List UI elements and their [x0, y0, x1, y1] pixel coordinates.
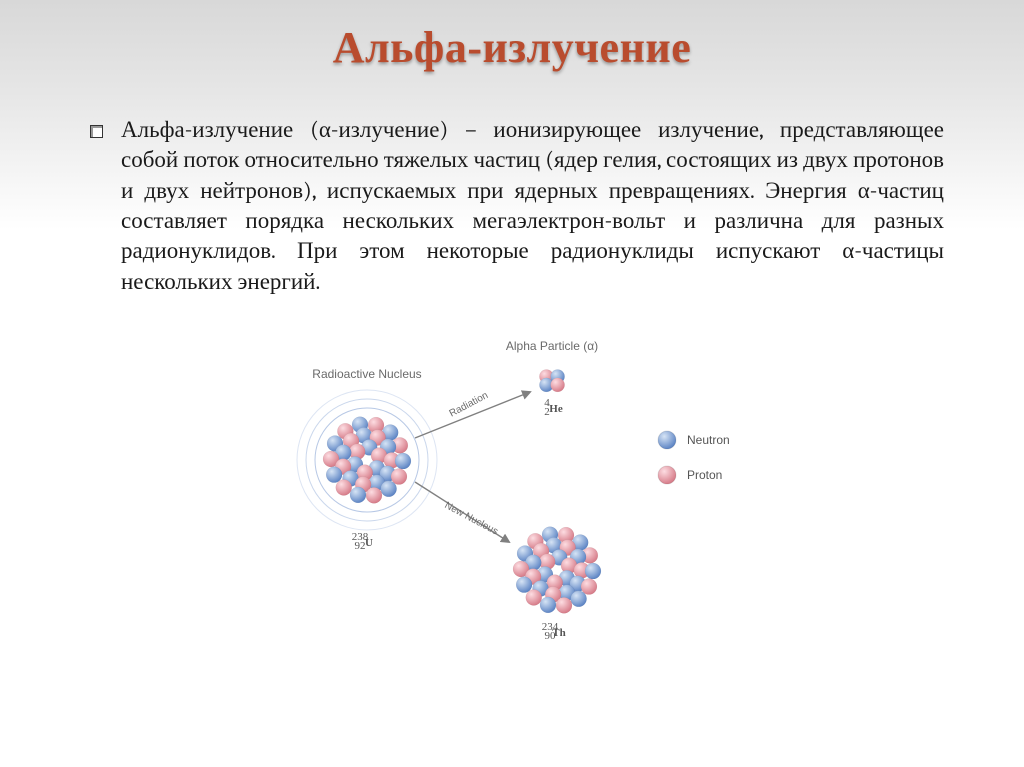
svg-text:Th: Th — [552, 627, 565, 639]
bullet-icon — [90, 125, 103, 138]
svg-text:Proton: Proton — [687, 468, 722, 482]
paragraph: Альфа-излучение (α-излучение) – ионизиру… — [121, 115, 944, 297]
slide-title: Альфа-излучение — [0, 0, 1024, 85]
svg-text:He: He — [549, 403, 563, 415]
svg-text:Alpha Particle (α): Alpha Particle (α) — [506, 339, 598, 353]
alpha-decay-figure: Radioactive NucleusAlpha Particle (α)Rad… — [252, 325, 772, 645]
svg-text:U: U — [365, 537, 373, 549]
svg-text:Radioactive Nucleus: Radioactive Nucleus — [312, 367, 421, 381]
svg-text:Neutron: Neutron — [687, 433, 730, 447]
svg-text:92: 92 — [355, 540, 366, 552]
body-text: Альфа-излучение (α-излучение) – ионизиру… — [0, 85, 1024, 297]
alpha-decay-diagram: Radioactive NucleusAlpha Particle (α)Rad… — [252, 325, 772, 645]
